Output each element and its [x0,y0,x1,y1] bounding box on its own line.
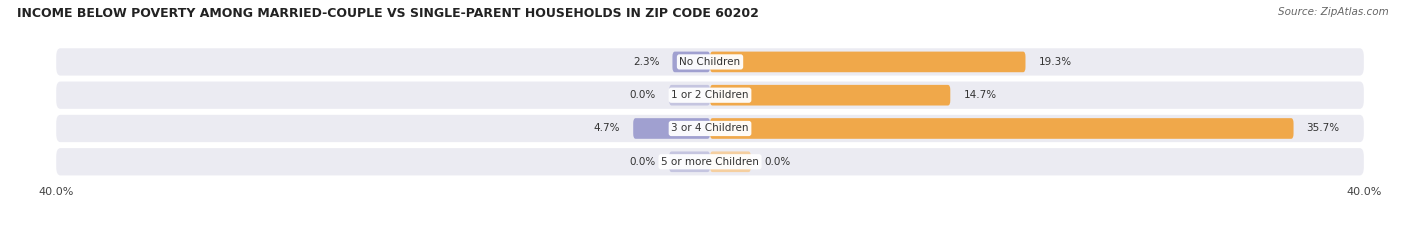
Text: 4.7%: 4.7% [593,123,620,134]
FancyBboxPatch shape [669,151,710,172]
Text: 5 or more Children: 5 or more Children [661,157,759,167]
Text: Source: ZipAtlas.com: Source: ZipAtlas.com [1278,7,1389,17]
FancyBboxPatch shape [56,115,1364,142]
Text: 35.7%: 35.7% [1306,123,1340,134]
FancyBboxPatch shape [56,82,1364,109]
FancyBboxPatch shape [710,51,1025,72]
FancyBboxPatch shape [56,48,1364,75]
FancyBboxPatch shape [669,85,710,106]
FancyBboxPatch shape [710,118,1294,139]
FancyBboxPatch shape [633,118,710,139]
Text: No Children: No Children [679,57,741,67]
FancyBboxPatch shape [56,148,1364,175]
Text: 0.0%: 0.0% [630,90,657,100]
Text: INCOME BELOW POVERTY AMONG MARRIED-COUPLE VS SINGLE-PARENT HOUSEHOLDS IN ZIP COD: INCOME BELOW POVERTY AMONG MARRIED-COUPL… [17,7,759,20]
Text: 3 or 4 Children: 3 or 4 Children [671,123,749,134]
Text: 0.0%: 0.0% [763,157,790,167]
Text: 19.3%: 19.3% [1039,57,1071,67]
Text: 0.0%: 0.0% [630,157,657,167]
FancyBboxPatch shape [710,151,751,172]
FancyBboxPatch shape [710,85,950,106]
FancyBboxPatch shape [672,51,710,72]
Text: 2.3%: 2.3% [633,57,659,67]
Text: 14.7%: 14.7% [963,90,997,100]
Text: 1 or 2 Children: 1 or 2 Children [671,90,749,100]
